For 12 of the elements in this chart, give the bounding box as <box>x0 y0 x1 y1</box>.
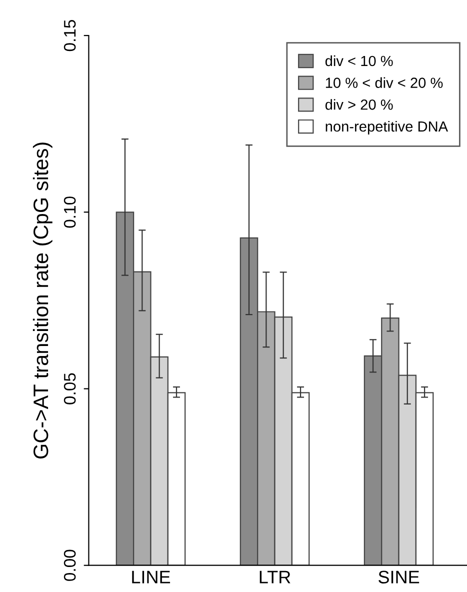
y-tick-label: 0.00 <box>64 550 76 581</box>
x-tick-label: LTR <box>260 570 290 584</box>
legend-label: non-repetitive DNA <box>326 120 448 135</box>
legend-label: 10 % < div < 20 % <box>326 77 443 88</box>
y-axis-title: GC->AT transition rate (CpG sites) <box>32 142 52 458</box>
y-tick-label: 0.15 <box>64 20 76 52</box>
legend-label: div < 10 % <box>325 55 393 66</box>
legend-label: div > 20 % <box>325 99 393 110</box>
y-tick-label: 0.05 <box>64 373 76 404</box>
y-tick-label: 0.10 <box>64 196 76 228</box>
x-tick-label: SINE <box>378 570 420 584</box>
x-tick-label: LINE <box>132 570 170 584</box>
